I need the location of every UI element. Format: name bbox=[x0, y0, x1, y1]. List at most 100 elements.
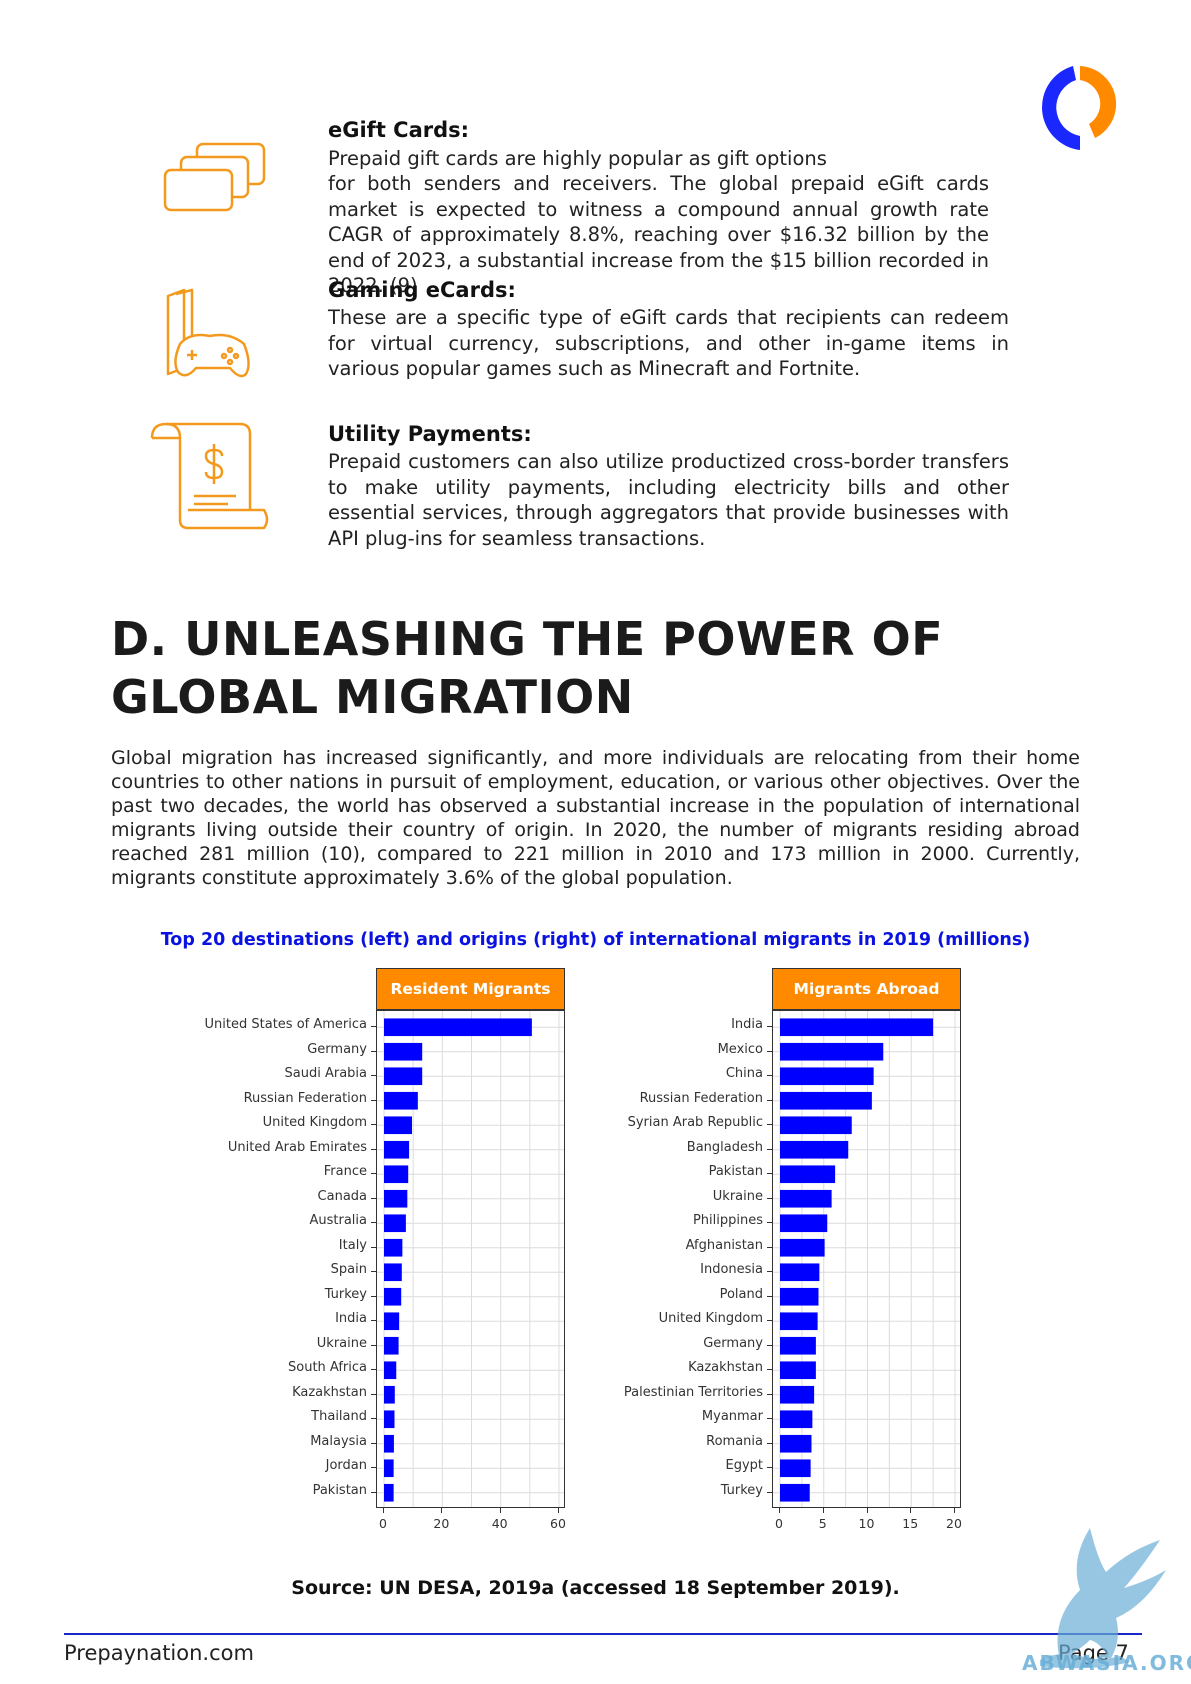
x-tick-mark bbox=[779, 1508, 780, 1513]
y-tick-mark bbox=[371, 1197, 376, 1199]
gift-cards-icon bbox=[163, 142, 266, 212]
x-tick-label: 0 bbox=[775, 1516, 783, 1531]
plot-area-1 bbox=[772, 1010, 961, 1508]
bar-abroad-0 bbox=[780, 1018, 934, 1037]
y-tick-mark bbox=[767, 1246, 772, 1248]
category-label: Canada bbox=[317, 1188, 367, 1204]
plot-svg-1 bbox=[773, 1011, 960, 1507]
category-label: China bbox=[725, 1066, 763, 1082]
y-tick-mark bbox=[767, 1075, 772, 1077]
watermark-text: ABWASIA.ORG bbox=[1022, 1651, 1191, 1675]
bar-abroad-13 bbox=[780, 1336, 816, 1355]
y-tick-mark bbox=[767, 1222, 772, 1224]
bar-abroad-3 bbox=[780, 1091, 872, 1110]
y-tick-mark bbox=[371, 1442, 376, 1444]
bar-resident-11 bbox=[384, 1287, 402, 1306]
bar-abroad-11 bbox=[780, 1287, 819, 1306]
y-tick-mark bbox=[767, 1344, 772, 1346]
category-label: United States of America bbox=[204, 1017, 367, 1033]
plot-area-0 bbox=[376, 1010, 565, 1508]
category-label: United Kingdom bbox=[262, 1115, 367, 1131]
category-label: Bangladesh bbox=[686, 1139, 763, 1155]
feature-title-gaming: Gaming eCards: bbox=[328, 278, 516, 302]
section-heading-line2: GLOBAL MIGRATION bbox=[111, 670, 634, 724]
bar-abroad-15 bbox=[780, 1385, 815, 1404]
y-tick-mark bbox=[371, 1369, 376, 1371]
y-tick-mark bbox=[767, 1271, 772, 1273]
y-tick-mark bbox=[767, 1197, 772, 1199]
x-tick-label: 20 bbox=[433, 1516, 450, 1531]
y-tick-mark bbox=[767, 1026, 772, 1028]
category-label: Philippines bbox=[692, 1213, 763, 1229]
category-label: Kazakhstan bbox=[688, 1360, 763, 1376]
category-label: Poland bbox=[719, 1286, 763, 1302]
category-label: Germany bbox=[307, 1041, 367, 1057]
y-tick-mark bbox=[371, 1271, 376, 1273]
panel-header-abroad: Migrants Abroad bbox=[772, 968, 961, 1010]
bar-abroad-14 bbox=[780, 1361, 816, 1380]
y-tick-mark bbox=[371, 1418, 376, 1420]
bar-resident-12 bbox=[384, 1312, 400, 1331]
panel-header-resident: Resident Migrants bbox=[376, 968, 565, 1010]
invoice-scroll-icon bbox=[150, 422, 269, 530]
x-tick-mark bbox=[383, 1508, 384, 1513]
category-label: United Arab Emirates bbox=[227, 1139, 367, 1155]
x-tick-label: 40 bbox=[491, 1516, 508, 1531]
bar-abroad-16 bbox=[780, 1410, 813, 1429]
y-tick-mark bbox=[767, 1320, 772, 1322]
x-tick-mark bbox=[558, 1508, 559, 1513]
y-tick-mark bbox=[767, 1124, 772, 1126]
bar-resident-19 bbox=[384, 1483, 394, 1502]
category-label: Myanmar bbox=[701, 1409, 763, 1425]
y-tick-mark bbox=[767, 1418, 772, 1420]
section-intro: Global migration has increased significa… bbox=[111, 747, 1080, 889]
y-tick-mark bbox=[371, 1344, 376, 1346]
bar-resident-13 bbox=[384, 1336, 399, 1355]
y-tick-mark bbox=[371, 1075, 376, 1077]
category-label: Ukraine bbox=[316, 1335, 367, 1351]
category-label: Pakistan bbox=[312, 1482, 367, 1498]
category-label: Malaysia bbox=[310, 1433, 367, 1449]
category-label: Afghanistan bbox=[685, 1237, 763, 1253]
y-tick-mark bbox=[371, 1320, 376, 1322]
bar-resident-8 bbox=[384, 1214, 406, 1233]
bar-abroad-18 bbox=[780, 1459, 811, 1478]
y-tick-mark bbox=[371, 1173, 376, 1175]
category-label: South Africa bbox=[288, 1360, 367, 1376]
y-tick-mark bbox=[767, 1467, 772, 1469]
category-label: Syrian Arab Republic bbox=[627, 1115, 763, 1131]
feature-body-utility: Prepaid customers can also utilize produ… bbox=[328, 450, 1009, 550]
x-tick-mark bbox=[822, 1508, 824, 1513]
category-label: Jordan bbox=[325, 1458, 367, 1474]
x-tick-mark bbox=[499, 1508, 501, 1513]
category-label: Turkey bbox=[720, 1482, 763, 1498]
y-tick-mark bbox=[767, 1295, 772, 1297]
plot-svg-0 bbox=[377, 1011, 564, 1507]
chart-source: Source: UN DESA, 2019a (accessed 18 Sept… bbox=[291, 1577, 900, 1599]
x-tick-label: 0 bbox=[379, 1516, 387, 1531]
gaming-controller-icon bbox=[166, 288, 250, 378]
y-tick-mark bbox=[371, 1050, 376, 1052]
category-label: Thailand bbox=[311, 1409, 367, 1425]
y-tick-mark bbox=[371, 1467, 376, 1469]
y-tick-mark bbox=[767, 1173, 772, 1175]
bar-resident-17 bbox=[384, 1434, 394, 1453]
bar-abroad-10 bbox=[780, 1263, 820, 1282]
category-label: India bbox=[335, 1311, 367, 1327]
y-tick-mark bbox=[767, 1491, 772, 1493]
bar-resident-6 bbox=[384, 1165, 409, 1184]
category-label: Russian Federation bbox=[639, 1090, 763, 1106]
bar-abroad-6 bbox=[780, 1165, 836, 1184]
category-label: Ukraine bbox=[712, 1188, 763, 1204]
category-label: France bbox=[323, 1164, 367, 1180]
category-label: Mexico bbox=[717, 1041, 763, 1057]
y-tick-mark bbox=[767, 1393, 772, 1395]
category-label: Saudi Arabia bbox=[284, 1066, 368, 1082]
footer-site: Prepaynation.com bbox=[64, 1641, 254, 1665]
footer-divider bbox=[64, 1633, 1142, 1635]
x-tick-label: 5 bbox=[818, 1516, 827, 1531]
feature-title-egift: eGift Cards: bbox=[328, 118, 470, 142]
y-tick-mark bbox=[371, 1222, 376, 1224]
y-tick-mark bbox=[371, 1295, 376, 1297]
y-tick-mark bbox=[767, 1442, 772, 1444]
